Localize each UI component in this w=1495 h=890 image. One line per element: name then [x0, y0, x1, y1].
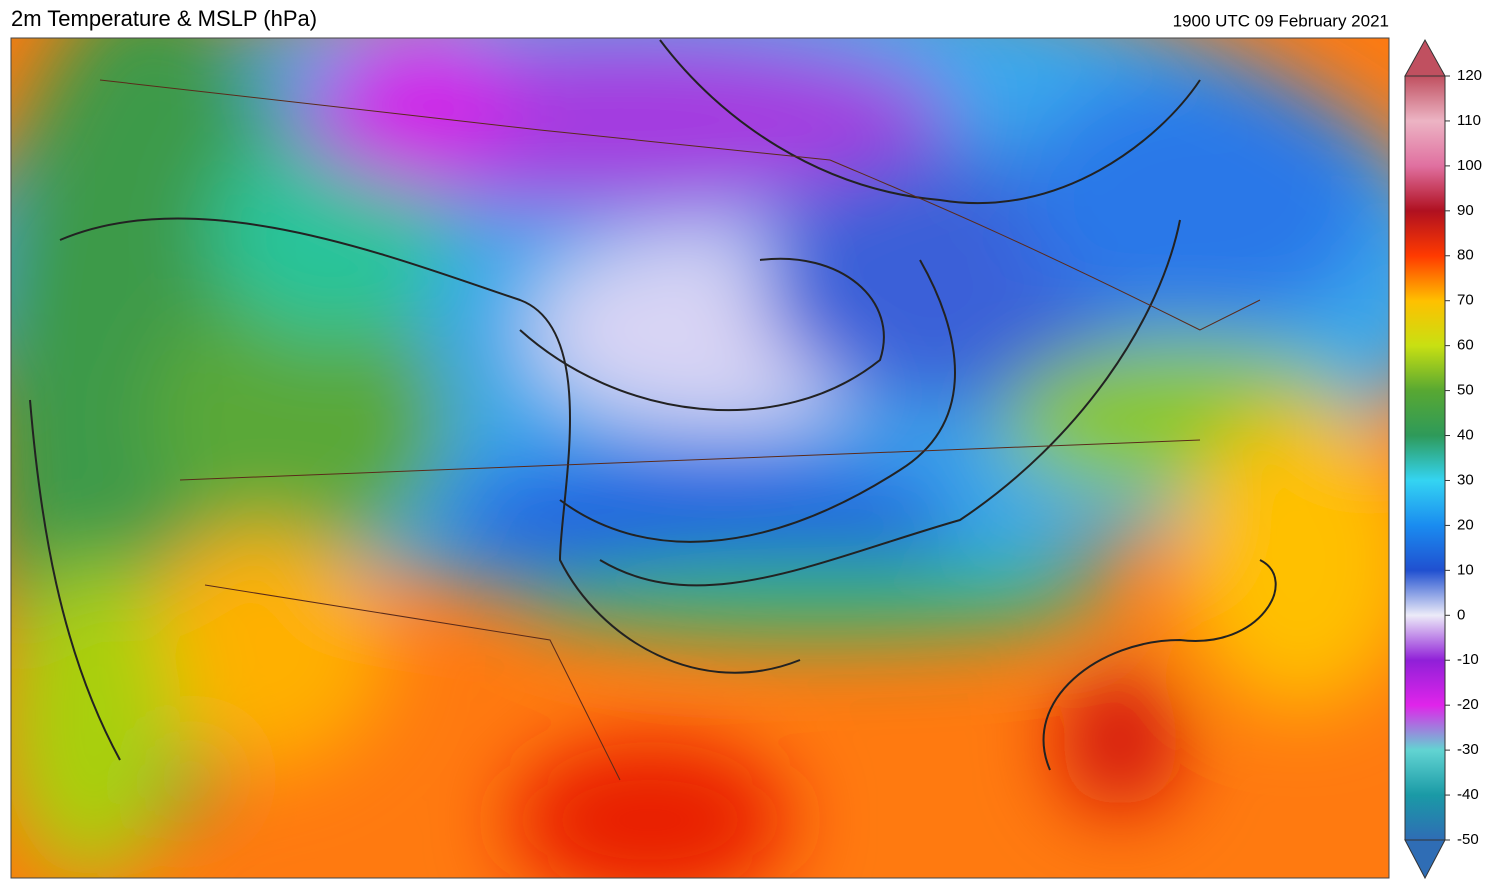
colorbar-tick-label: 0: [1457, 606, 1465, 623]
colorbar-tick-label: 70: [1457, 292, 1474, 309]
colorbar-tick-label: -20: [1457, 696, 1479, 713]
colorbar-tick-label: 60: [1457, 337, 1474, 354]
title: 2m Temperature & MSLP (hPa): [11, 6, 317, 31]
colorbar-tick-label: -30: [1457, 741, 1479, 758]
colorbar-tick-label: 40: [1457, 426, 1474, 443]
map-frame: [10, 37, 1390, 879]
colorbar-tick-label: 80: [1457, 247, 1474, 264]
colorbar-top-arrow: [1404, 38, 1446, 77]
colorbar-tick-label: 100: [1457, 157, 1482, 174]
colorbar: -50 -40 -30 -20 -10 0 10 20 30 40 50 60 70 80 90 100 110…: [1404, 38, 1482, 880]
colorbar-fill: [1404, 75, 1446, 841]
colorbar-tick-label: 10: [1457, 561, 1474, 578]
isobars: [29, 39, 1277, 771]
colorbar-tick-label: -10: [1457, 651, 1479, 668]
timestamp: 1900 UTC 09 February 2021: [1173, 11, 1389, 30]
colorbar-tick-label: -40: [1457, 786, 1479, 803]
colorbar-tick-label: 20: [1457, 516, 1474, 533]
colorbar-tick-label: 30: [1457, 471, 1474, 488]
colorbar-tick-label: 50: [1457, 382, 1474, 399]
colorbar-tick-label: 120: [1457, 67, 1482, 84]
borders: [99, 79, 1261, 781]
colorbar-tick-label: -50: [1457, 831, 1479, 848]
colorbar-tick-label: 110: [1457, 112, 1481, 129]
colorbar-bottom-arrow: [1404, 839, 1446, 880]
map: [11, 38, 1389, 878]
colorbar-tick-label: 90: [1457, 202, 1474, 219]
